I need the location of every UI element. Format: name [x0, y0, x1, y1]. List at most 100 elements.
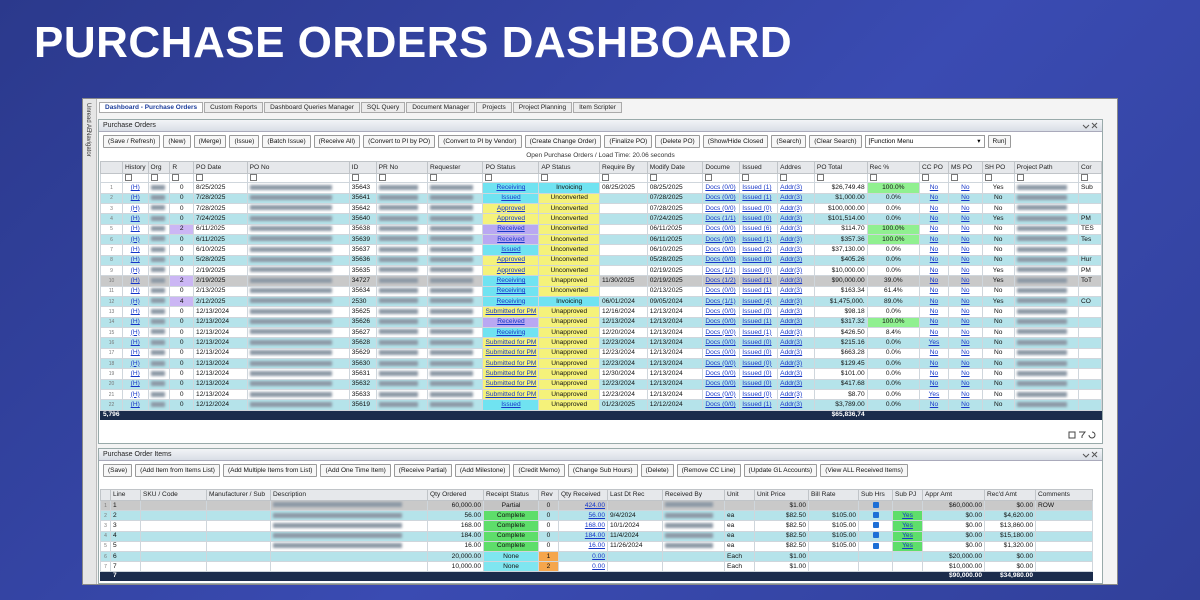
link[interactable]: No	[929, 359, 939, 367]
link[interactable]: Issued (1)	[742, 183, 772, 191]
data-row[interactable]: 19 (H) 0 12/13/2024 35631 Submitted for PM Una…	[100, 368, 1102, 380]
link[interactable]: Receiving	[496, 328, 526, 336]
filter-box[interactable]	[541, 174, 549, 181]
link[interactable]: Docs (0/0)	[705, 339, 736, 347]
column-header[interactable]: Unit	[724, 489, 755, 501]
link[interactable]: No	[961, 349, 970, 357]
link[interactable]: No	[961, 359, 970, 367]
tab[interactable]: Project Planning	[512, 102, 573, 113]
link[interactable]: Docs (0/0)	[705, 235, 736, 243]
link[interactable]: Issued (0)	[742, 308, 772, 316]
link[interactable]: Addr(3)	[780, 194, 803, 202]
data-row[interactable]: 17 (H) 0 12/13/2024 35629 Submitted for PM Una…	[100, 347, 1102, 360]
tab[interactable]: Projects	[476, 102, 512, 113]
link[interactable]: (H)	[130, 287, 140, 295]
link[interactable]: 56.00	[588, 511, 605, 519]
filter-box[interactable]	[485, 174, 493, 181]
link[interactable]: Addr(3)	[780, 390, 803, 398]
link[interactable]: Docs (1/2)	[705, 277, 736, 285]
column-header[interactable]: Appr Amt	[922, 489, 985, 501]
data-row[interactable]: 3 (H) 0 7/28/2025 35642 Approved Unconverted 07…	[100, 202, 1102, 215]
filter-box[interactable]	[249, 174, 257, 181]
link[interactable]: No	[929, 287, 939, 295]
panel-icons[interactable]	[1082, 451, 1098, 459]
link[interactable]: Issued (0)	[742, 380, 772, 388]
link[interactable]: No	[929, 380, 939, 388]
column-header[interactable]: CC PO	[919, 161, 949, 174]
link[interactable]: No	[929, 318, 939, 326]
link[interactable]: Docs (0/0)	[705, 359, 736, 367]
link[interactable]: Issued (0)	[742, 266, 772, 274]
toolbar-button[interactable]: (Search)	[771, 135, 807, 148]
link[interactable]: Issued	[501, 401, 521, 409]
link[interactable]: 184.00	[584, 532, 605, 540]
filter-box[interactable]	[950, 174, 958, 181]
toolbar-button[interactable]: (Delete PO)	[655, 135, 700, 148]
toolbar-button[interactable]: (Credit Memo)	[513, 464, 565, 477]
tab[interactable]: Dashboard - Purchase Orders	[99, 102, 204, 113]
link[interactable]: Receiving	[496, 297, 526, 305]
column-header[interactable]: R	[169, 161, 195, 174]
toolbar-button[interactable]: (Batch Issue)	[262, 135, 311, 148]
column-header[interactable]: PO Date	[193, 161, 248, 174]
link[interactable]: No	[929, 214, 939, 222]
link[interactable]: Addr(3)	[780, 308, 803, 316]
link[interactable]: Issued (0)	[742, 390, 772, 398]
link[interactable]: Docs (0/0)	[705, 256, 736, 264]
link[interactable]: Issued (2)	[742, 245, 772, 253]
column-header[interactable]: Sub PJ	[892, 489, 923, 501]
column-header[interactable]: Description	[270, 489, 428, 501]
filter-box[interactable]	[922, 174, 930, 181]
link[interactable]: (H)	[130, 214, 140, 222]
column-header[interactable]: SH PO	[981, 161, 1015, 174]
link[interactable]: Addr(3)	[780, 266, 803, 274]
toolbar-button[interactable]: (Save / Refresh)	[103, 135, 161, 148]
link[interactable]: No	[961, 235, 970, 243]
link[interactable]: Addr(3)	[780, 225, 803, 233]
link[interactable]: Docs (0/0)	[705, 318, 736, 326]
link[interactable]: Issued (0)	[742, 256, 772, 264]
link[interactable]: (H)	[130, 183, 140, 191]
column-header[interactable]: Comments	[1035, 489, 1093, 501]
link[interactable]: Docs (0/0)	[705, 308, 736, 316]
data-row[interactable]: 21 (H) 0 12/13/2024 35633 Submitted for PM Una…	[100, 389, 1102, 401]
column-header[interactable]: Last Dt Rec	[607, 489, 663, 501]
link[interactable]: No	[961, 287, 970, 295]
link[interactable]: Submitted for PM	[485, 339, 537, 347]
link[interactable]: No	[929, 235, 939, 243]
filter-box[interactable]	[601, 174, 609, 181]
data-row[interactable]: 4 4 184.00 Complete 0 184.00 11/4/2024 ea $82.50…	[100, 530, 1093, 542]
toolbar-button[interactable]: (Save)	[103, 464, 133, 477]
link[interactable]: (H)	[130, 204, 140, 212]
toolbar-button[interactable]: (Add Item from Items List)	[135, 464, 220, 477]
link[interactable]: Submitted for PM	[485, 370, 537, 378]
checkbox[interactable]	[872, 522, 879, 529]
link[interactable]: No	[929, 308, 939, 316]
column-header[interactable]: MS PO	[947, 161, 983, 174]
column-header[interactable]: PR No	[375, 161, 428, 174]
link[interactable]: No	[961, 339, 970, 347]
link[interactable]: Issued (0)	[742, 214, 772, 222]
link[interactable]: Docs (0/0)	[705, 204, 736, 212]
column-header[interactable]: AP Status	[538, 161, 600, 174]
filter-box[interactable]	[649, 174, 657, 181]
link[interactable]: Issued (1)	[742, 277, 772, 285]
link[interactable]: (H)	[130, 235, 140, 243]
link[interactable]: No	[929, 194, 939, 202]
toolbar-button[interactable]: (Convert to PI by Vendor)	[438, 135, 522, 148]
link[interactable]: (H)	[130, 308, 140, 316]
link[interactable]: Docs (0/0)	[705, 328, 736, 336]
link[interactable]: No	[929, 225, 939, 233]
data-row[interactable]: 5 (H) 2 6/11/2025 35638 Received Unconverted 06…	[100, 223, 1102, 235]
filter-box[interactable]	[1016, 174, 1024, 181]
link[interactable]: Docs (0/0)	[705, 401, 736, 409]
link[interactable]: (H)	[130, 266, 140, 274]
column-header[interactable]: Rev	[538, 489, 559, 501]
side-tab[interactable]: Unread AE	[85, 103, 91, 133]
toolbar-button[interactable]: (Remove CC Line)	[676, 464, 741, 477]
link[interactable]: Docs (0/0)	[705, 225, 736, 233]
data-row[interactable]: 7 (H) 0 6/10/2025 35637 Issued Unconverted 06/1…	[100, 244, 1102, 256]
data-row[interactable]: 18 (H) 0 12/13/2024 35630 Submitted for PM Una…	[100, 358, 1102, 370]
link[interactable]: Docs (0/0)	[705, 390, 736, 398]
link[interactable]: (H)	[130, 297, 140, 305]
